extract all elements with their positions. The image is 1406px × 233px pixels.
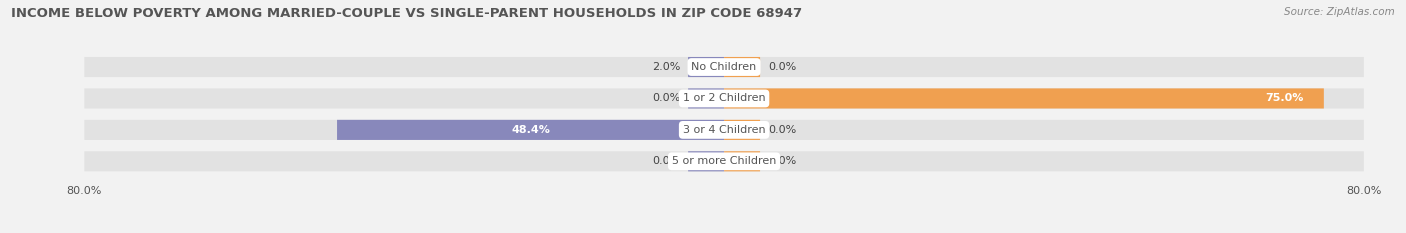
FancyBboxPatch shape	[84, 151, 1364, 171]
Text: 5 or more Children: 5 or more Children	[672, 156, 776, 166]
FancyBboxPatch shape	[688, 57, 724, 77]
Text: 0.0%: 0.0%	[768, 62, 796, 72]
FancyBboxPatch shape	[724, 120, 761, 140]
FancyBboxPatch shape	[84, 120, 1364, 140]
Text: 2.0%: 2.0%	[652, 62, 681, 72]
Text: 0.0%: 0.0%	[768, 125, 796, 135]
Text: Source: ZipAtlas.com: Source: ZipAtlas.com	[1284, 7, 1395, 17]
FancyBboxPatch shape	[337, 120, 724, 140]
Text: 48.4%: 48.4%	[512, 125, 550, 135]
FancyBboxPatch shape	[688, 88, 724, 109]
Text: 0.0%: 0.0%	[652, 156, 681, 166]
Text: 1 or 2 Children: 1 or 2 Children	[683, 93, 765, 103]
Text: INCOME BELOW POVERTY AMONG MARRIED-COUPLE VS SINGLE-PARENT HOUSEHOLDS IN ZIP COD: INCOME BELOW POVERTY AMONG MARRIED-COUPL…	[11, 7, 803, 20]
Text: 0.0%: 0.0%	[768, 156, 796, 166]
Text: No Children: No Children	[692, 62, 756, 72]
Text: 0.0%: 0.0%	[652, 93, 681, 103]
Text: 75.0%: 75.0%	[1265, 93, 1303, 103]
Text: 3 or 4 Children: 3 or 4 Children	[683, 125, 765, 135]
Legend: Married Couples, Single Parents: Married Couples, Single Parents	[609, 231, 839, 233]
FancyBboxPatch shape	[724, 57, 761, 77]
FancyBboxPatch shape	[84, 88, 1364, 109]
FancyBboxPatch shape	[724, 151, 761, 171]
FancyBboxPatch shape	[688, 151, 724, 171]
FancyBboxPatch shape	[724, 88, 1324, 109]
FancyBboxPatch shape	[84, 57, 1364, 77]
